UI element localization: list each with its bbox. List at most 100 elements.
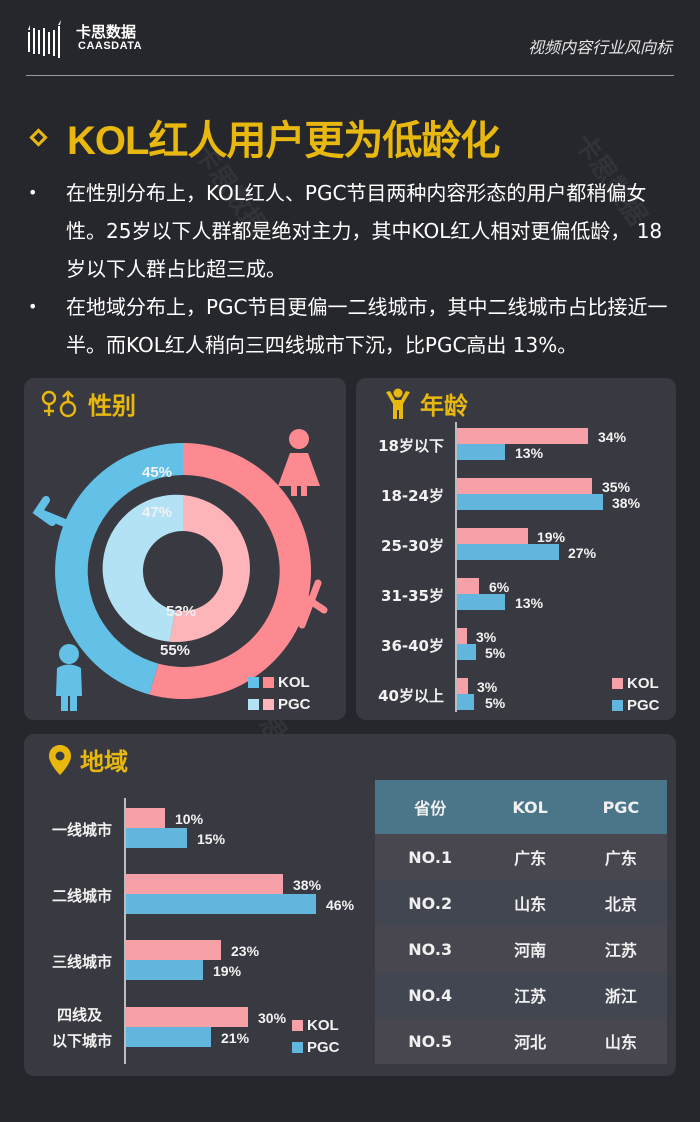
legend-label: PGC <box>278 695 311 713</box>
bar-value-label: 46% <box>326 897 355 913</box>
kol-province-cell: 山东 <box>485 880 575 926</box>
category-label: 以下城市 <box>51 1032 112 1050</box>
legend-swatch <box>292 1019 303 1031</box>
table-row: NO.4 江苏 浙江 <box>375 972 667 1018</box>
bar-kol <box>457 428 588 444</box>
region-legend: KOL PGC <box>292 1014 340 1058</box>
header: 卡思数据 CAASDATA 视频内容行业风向标 <box>0 0 700 78</box>
bar-value-label: 6% <box>489 579 510 595</box>
legend-label: KOL <box>627 674 659 692</box>
bar-value-label: 3% <box>477 679 498 695</box>
bar-pgc <box>126 828 187 848</box>
legend-label: PGC <box>307 1038 340 1056</box>
legend-swatch <box>612 699 623 711</box>
panel-title-text: 年龄 <box>420 392 468 420</box>
column-header: 省份 <box>375 780 486 834</box>
kol-female-label: 55% <box>160 642 191 659</box>
pgc-male-label: 47% <box>142 504 173 521</box>
logo: 卡思数据 CAASDATA <box>26 20 146 60</box>
bar-pgc <box>126 1027 211 1047</box>
legend-swatch <box>263 698 274 710</box>
province-ranking-table: 省份 KOL PGC NO.1 广东 广东 NO.2 山东 北京 NO.3 河南… <box>375 780 667 1064</box>
rank-cell: NO.4 <box>375 972 486 1018</box>
gender-legend: KOL PGC <box>248 671 311 715</box>
bar-value-label: 21% <box>221 1030 250 1046</box>
bar-kol <box>457 478 592 494</box>
age-legend: KOL PGC <box>612 672 660 716</box>
table-row: NO.1 广东 广东 <box>375 834 667 880</box>
legend-swatch <box>292 1041 303 1053</box>
male-person-icon <box>56 644 82 711</box>
age-panel: 年龄 18岁以下 18-24岁 25-30岁 31-35岁 36-40岁 40岁… <box>356 378 676 720</box>
bar-kol <box>457 678 468 694</box>
bar-kol <box>126 1007 248 1027</box>
kol-province-cell: 广东 <box>485 834 575 880</box>
y-axis <box>455 422 457 712</box>
y-axis <box>124 798 126 1064</box>
bar-value-label: 10% <box>175 811 204 827</box>
bullet-text: 在地域分布上，PGC节目更偏一二线城市，其中二线城市占比接近一半。而KOL红人稍… <box>66 295 668 357</box>
category-label: 36-40岁 <box>381 637 444 655</box>
legend-swatch <box>248 676 259 688</box>
pgc-province-cell: 北京 <box>574 880 667 926</box>
page-title: KOL红人用户更为低龄化 <box>28 108 500 166</box>
bar-kol <box>126 808 165 828</box>
bar-value-label: 19% <box>213 963 242 979</box>
legend-swatch <box>612 677 623 689</box>
bar-pgc <box>457 594 505 610</box>
bar-pgc <box>457 494 603 510</box>
bar-value-label: 35% <box>602 479 631 495</box>
bar-value-label: 5% <box>485 695 506 711</box>
gender-donut-chart <box>32 429 328 711</box>
table-row: NO.2 山东 北京 <box>375 880 667 926</box>
rank-cell: NO.3 <box>375 926 486 972</box>
bar-value-label: 27% <box>568 545 597 561</box>
pgc-province-cell: 江苏 <box>574 926 667 972</box>
rank-cell: NO.5 <box>375 1018 486 1064</box>
logo-text-cn: 卡思数据 <box>76 23 137 41</box>
category-label: 18-24岁 <box>381 487 444 505</box>
bullet-item: • 在地域分布上，PGC节目更偏一二线城市，其中二线城市占比接近一半。而KOL红… <box>28 288 678 364</box>
category-label: 一线城市 <box>51 821 112 839</box>
bar-value-label: 15% <box>197 831 226 847</box>
bar-value-label: 5% <box>485 645 506 661</box>
bullet-dot-icon: • <box>28 297 38 316</box>
gender-icon <box>40 389 80 419</box>
kol-province-cell: 江苏 <box>485 972 575 1018</box>
pgc-province-cell: 浙江 <box>574 972 667 1018</box>
pgc-female-slice <box>169 495 250 643</box>
column-header: KOL <box>485 780 575 834</box>
bullet-dot-icon: • <box>28 183 38 202</box>
panel-title: 地域 <box>48 742 128 777</box>
logo-text-en: CAASDATA <box>78 40 143 52</box>
bar-value-label: 3% <box>476 629 497 645</box>
legend-item-pgc: PGC <box>612 694 660 716</box>
gender-panel: 性别 45% <box>24 378 346 720</box>
bar-value-label: 13% <box>515 445 544 461</box>
bar-pgc <box>457 644 476 660</box>
bar-kol <box>457 628 467 644</box>
legend-item-kol: KOL <box>612 672 660 694</box>
bar-kol <box>126 874 283 894</box>
legend-label: PGC <box>627 696 660 714</box>
category-label: 25-30岁 <box>381 537 444 555</box>
category-label: 三线城市 <box>51 953 112 971</box>
bar-value-label: 30% <box>258 1010 287 1026</box>
legend-swatch <box>263 676 274 688</box>
bar-kol <box>457 528 528 544</box>
panel-title: 性别 <box>40 386 136 421</box>
panel-title: 年龄 <box>384 386 468 421</box>
page-title-text: KOL红人用户更为低龄化 <box>67 119 500 163</box>
legend-item-pgc: PGC <box>248 693 311 715</box>
table-header-row: 省份 KOL PGC <box>375 780 667 834</box>
bar-pgc <box>126 960 203 980</box>
bar-value-label: 34% <box>598 429 627 445</box>
diamond-icon <box>29 127 48 147</box>
pgc-province-cell: 山东 <box>574 1018 667 1064</box>
bar-pgc <box>457 544 559 560</box>
kol-male-label: 45% <box>142 464 173 481</box>
bar-kol <box>126 940 221 960</box>
bar-pgc <box>126 894 316 914</box>
divider <box>26 75 674 76</box>
pgc-province-cell: 广东 <box>574 834 667 880</box>
